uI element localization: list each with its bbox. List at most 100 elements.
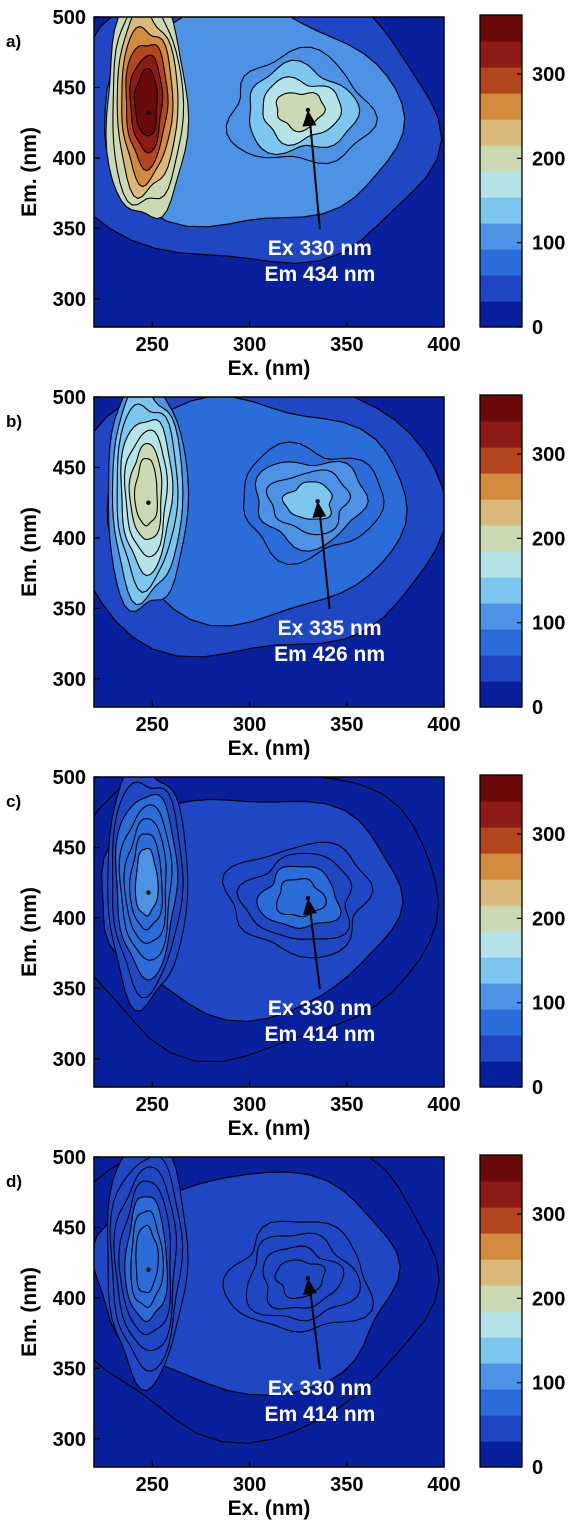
colorbar-band: [480, 700, 522, 708]
colorbar-band: [480, 1421, 522, 1429]
y-tick-label: 350: [53, 978, 86, 1000]
y-tick-label: 450: [53, 1217, 86, 1239]
colorbar-band: [480, 801, 522, 809]
colorbar-band: [480, 781, 522, 789]
x-tick-label: 250: [136, 334, 169, 356]
annotation-arrow: [308, 908, 321, 990]
colorbar-band: [480, 1330, 522, 1338]
colorbar-band: [480, 1350, 522, 1358]
colorbar-band: [480, 1343, 522, 1351]
colorbar-band: [480, 486, 522, 494]
colorbar-band: [480, 1074, 522, 1082]
colorbar-band: [480, 833, 522, 841]
colorbar-band: [480, 21, 522, 29]
x-axis-title: Ex. (nm): [228, 1117, 311, 1140]
colorbar-band: [480, 132, 522, 140]
x-tick-label: 400: [427, 1474, 460, 1496]
colorbar-band: [480, 408, 522, 416]
panel-b: 250 300 350 400 300 350 400 450 500 Ex. (nm) Em. (…: [6, 387, 565, 760]
colorbar-frame: [479, 14, 523, 328]
colorbar-band: [480, 1233, 522, 1241]
colorbar-band: [480, 1252, 522, 1260]
colorbar-band: [480, 41, 522, 49]
colorbar-band: [480, 885, 522, 893]
colorbar-band: [480, 216, 522, 224]
contour-level: [134, 847, 159, 917]
colorbar-band: [480, 557, 522, 565]
colorbar-band: [480, 320, 522, 328]
x-tick-label: 250: [136, 714, 169, 736]
colorbar-band: [480, 1454, 522, 1462]
colorbar-band: [480, 661, 522, 669]
annotation-text: Ex 335 nm: [278, 617, 382, 640]
panel-label: c): [6, 792, 21, 811]
annotation-text: Em 426 nm: [274, 643, 385, 666]
colorbar-band: [480, 775, 522, 783]
axes-frame: [93, 776, 445, 1088]
colorbar-band: [480, 1168, 522, 1176]
colorbar: 0 100 200 300: [479, 394, 565, 719]
colorbar-band: [480, 1194, 522, 1202]
y-tick-label: 500: [53, 387, 86, 409]
colorbar-band: [480, 1041, 522, 1049]
colorbar-band: [480, 1356, 522, 1364]
colorbar-band: [480, 60, 522, 68]
colorbar-band: [480, 622, 522, 630]
panel-label: d): [6, 1172, 22, 1191]
colorbar-band: [480, 1265, 522, 1273]
colorbar-band: [480, 1272, 522, 1280]
annotation-arrowhead: [302, 110, 317, 127]
colorbar-band: [480, 73, 522, 81]
colorbar-band: [480, 1220, 522, 1228]
x-tick-label: 400: [427, 714, 460, 736]
colorbar-band: [480, 911, 522, 919]
x-tick-label: 400: [427, 1094, 460, 1116]
colorbar-band: [480, 125, 522, 133]
colorbar-band: [480, 171, 522, 179]
colorbar-band: [480, 996, 522, 1004]
colorbar-band: [480, 596, 522, 604]
colorbar-band: [480, 86, 522, 94]
colorbar-band: [480, 447, 522, 455]
colorbar-tick-label: 100: [532, 1373, 565, 1395]
y-tick-label: 300: [53, 1429, 86, 1451]
colorbar-band: [480, 840, 522, 848]
colorbar: 0 100 200 300: [479, 774, 565, 1099]
colorbar-band: [480, 655, 522, 663]
contour-area: [94, 397, 444, 658]
colorbar-band: [480, 158, 522, 166]
y-tick-label: 400: [53, 148, 86, 170]
colorbar-band: [480, 1080, 522, 1088]
colorbar-frame: [479, 774, 523, 1088]
colorbar-band: [480, 807, 522, 815]
colorbar-band: [480, 106, 522, 114]
colorbar-band: [480, 1161, 522, 1169]
x-tick-label: 300: [233, 1094, 266, 1116]
colorbar-band: [480, 1304, 522, 1312]
colorbar-band: [480, 1415, 522, 1423]
colorbar-band: [480, 544, 522, 552]
peak-point: [146, 890, 151, 895]
colorbar-band: [480, 294, 522, 302]
panel-d: 250 300 350 400 300 350 400 450 500 Ex. (nm) Em. (…: [6, 1147, 565, 1520]
colorbar-band: [480, 119, 522, 127]
colorbar-band: [480, 99, 522, 107]
colorbar-band: [480, 694, 522, 702]
colorbar-band: [480, 687, 522, 695]
y-axis-title: Em. (nm): [18, 507, 41, 597]
y-tick-label: 350: [53, 598, 86, 620]
colorbar-band: [480, 1434, 522, 1442]
colorbar-band: [480, 970, 522, 978]
colorbar-band: [480, 950, 522, 958]
colorbar-band: [480, 67, 522, 75]
colorbar-tick-label: 300: [532, 824, 565, 846]
colorbar-band: [480, 892, 522, 900]
y-tick-label: 450: [53, 457, 86, 479]
y-tick-label: 400: [53, 908, 86, 930]
colorbar-band: [480, 34, 522, 42]
colorbar-band: [480, 668, 522, 676]
colorbar-band: [480, 859, 522, 867]
y-tick-label: 300: [53, 289, 86, 311]
panel-label: b): [6, 412, 22, 431]
colorbar-band: [480, 674, 522, 682]
